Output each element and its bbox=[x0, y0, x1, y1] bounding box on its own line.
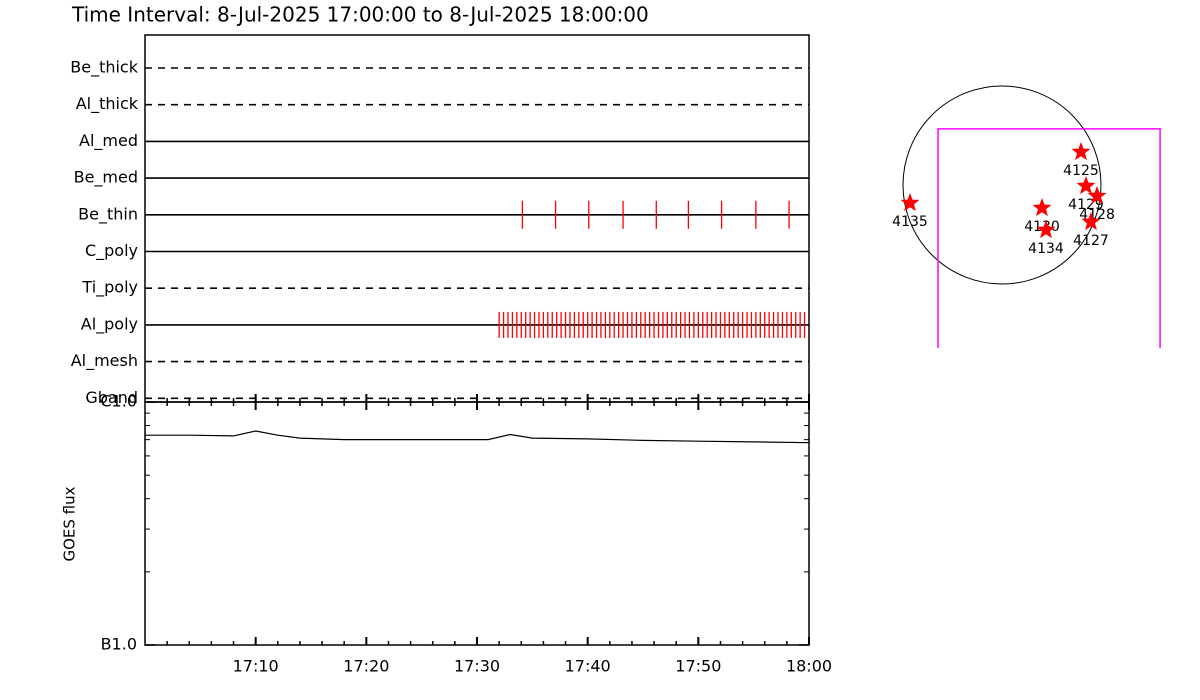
region-star bbox=[1071, 142, 1091, 161]
region-label: 4135 bbox=[892, 214, 928, 230]
filter-label: Al_med bbox=[79, 131, 138, 151]
y-axis-label: GOES flux bbox=[61, 486, 79, 561]
region-star bbox=[1081, 212, 1101, 231]
title: Time Interval: 8-Jul-2025 17:00:00 to 8-… bbox=[71, 3, 649, 27]
region-label: 4127 bbox=[1073, 233, 1109, 249]
fov-box bbox=[937, 128, 1161, 349]
filter-label: Al_thick bbox=[76, 94, 139, 114]
x-tick-label: 17:40 bbox=[565, 657, 611, 676]
filter-label: Al_poly bbox=[81, 314, 138, 334]
x-tick-label: 18:00 bbox=[786, 657, 832, 676]
filter-label: Al_mesh bbox=[71, 351, 138, 371]
filter-label: Be_med bbox=[74, 168, 138, 188]
x-tick-label: 17:50 bbox=[675, 657, 721, 676]
x-tick-label: 17:30 bbox=[454, 657, 500, 676]
solar-disk bbox=[902, 85, 1102, 285]
filter-label: Gband bbox=[85, 388, 138, 407]
x-tick-label: 17:20 bbox=[343, 657, 389, 676]
x-tick-label: 17:10 bbox=[233, 657, 279, 676]
region-star bbox=[1036, 220, 1056, 239]
region-star bbox=[1087, 186, 1107, 205]
region-label: 4134 bbox=[1028, 241, 1064, 257]
filter-panel-frame bbox=[144, 34, 810, 403]
filter-label: Be_thick bbox=[70, 58, 138, 78]
region-star bbox=[1076, 176, 1096, 195]
region-label: 4125 bbox=[1063, 163, 1099, 179]
filter-label: C_poly bbox=[85, 241, 138, 261]
region-star bbox=[900, 193, 920, 212]
filter-label: Be_thin bbox=[78, 204, 138, 224]
y-tick-label: B1.0 bbox=[101, 635, 137, 654]
y-tick-label: C1.0 bbox=[100, 392, 137, 411]
goes-flux-line bbox=[145, 430, 810, 444]
filter-label: Ti_poly bbox=[81, 278, 138, 298]
goes-panel-frame bbox=[144, 401, 810, 646]
region-star bbox=[1032, 198, 1052, 217]
